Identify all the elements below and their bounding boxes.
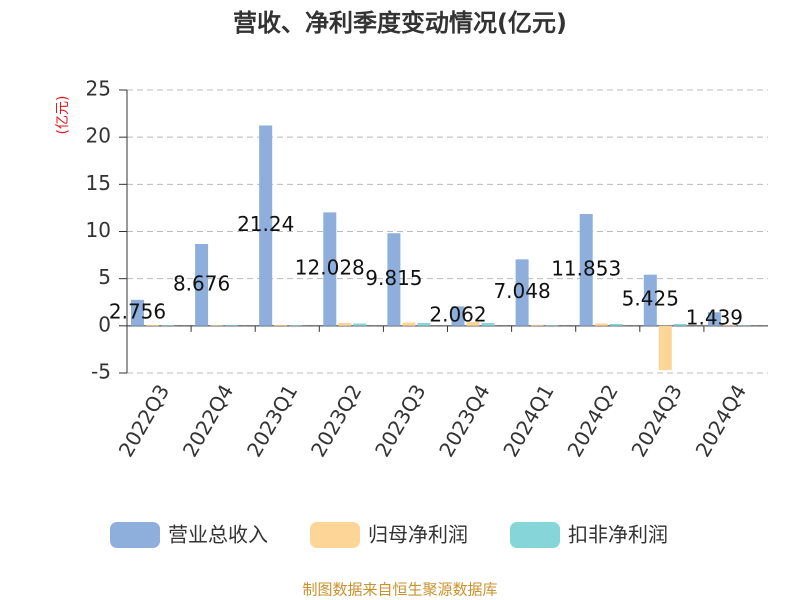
value-label: 2.756 xyxy=(109,299,166,323)
value-label: 12.028 xyxy=(295,256,365,280)
value-label: 8.676 xyxy=(173,271,230,295)
x-tick-label: 2023Q1 xyxy=(242,380,302,461)
value-label: 2.062 xyxy=(429,303,486,327)
legend-swatch xyxy=(110,522,160,548)
bar xyxy=(259,125,273,326)
bar xyxy=(274,324,288,326)
legend-label: 扣非净利润 xyxy=(568,523,668,547)
legend-swatch xyxy=(310,522,360,548)
source-note: 制图数据来自恒生聚源数据库 xyxy=(302,581,497,599)
bar xyxy=(579,214,593,326)
bar xyxy=(146,324,159,326)
bar xyxy=(643,274,657,326)
bar xyxy=(387,233,401,326)
bar xyxy=(353,323,367,326)
legend-swatch xyxy=(510,522,560,548)
x-tick-label: 2022Q3 xyxy=(114,380,174,461)
legend-label: 归母净利润 xyxy=(368,523,468,547)
x-tick-label: 2022Q4 xyxy=(178,380,238,461)
bar xyxy=(658,325,672,371)
bar xyxy=(466,322,480,326)
x-tick-label: 2023Q4 xyxy=(434,380,494,461)
y-tick-label: 15 xyxy=(86,171,111,195)
bar xyxy=(131,299,144,326)
x-tick-label: 2024Q2 xyxy=(562,380,622,461)
bar xyxy=(609,323,623,326)
chart-title: 营收、净利季度变动情况(亿元) xyxy=(233,9,567,37)
bar xyxy=(530,324,544,326)
value-label: 9.815 xyxy=(365,266,422,290)
bar xyxy=(338,323,352,326)
y-tick-label: -5 xyxy=(91,360,111,384)
bar xyxy=(323,212,337,326)
bar xyxy=(417,323,431,326)
value-label: 21.24 xyxy=(237,212,294,236)
y-tick-label: 20 xyxy=(86,124,111,148)
bar xyxy=(515,259,529,326)
x-tick-label: 2023Q3 xyxy=(370,380,430,461)
y-tick-label: 5 xyxy=(98,265,111,289)
bar xyxy=(451,306,465,326)
bar xyxy=(225,324,239,326)
value-label: 1.439 xyxy=(686,306,743,330)
y-tick-label: 0 xyxy=(98,312,111,336)
x-tick-label: 2024Q4 xyxy=(691,380,751,461)
bar xyxy=(402,322,416,326)
value-label: 11.853 xyxy=(551,256,621,280)
y-tick-label: 25 xyxy=(86,77,111,101)
legend-label: 营业总收入 xyxy=(168,523,268,547)
y-axis-label: (亿元) xyxy=(55,96,71,135)
value-label: 5.425 xyxy=(622,287,679,311)
bar xyxy=(673,323,687,326)
x-tick-label: 2024Q3 xyxy=(626,380,686,461)
bar xyxy=(481,323,495,326)
bar xyxy=(707,312,721,326)
value-label: 7.048 xyxy=(493,279,550,303)
x-tick-label: 2024Q1 xyxy=(498,380,558,461)
y-tick-label: 10 xyxy=(86,218,111,242)
bar xyxy=(594,323,608,326)
x-tick-label: 2023Q2 xyxy=(306,380,366,461)
bar xyxy=(195,243,209,326)
